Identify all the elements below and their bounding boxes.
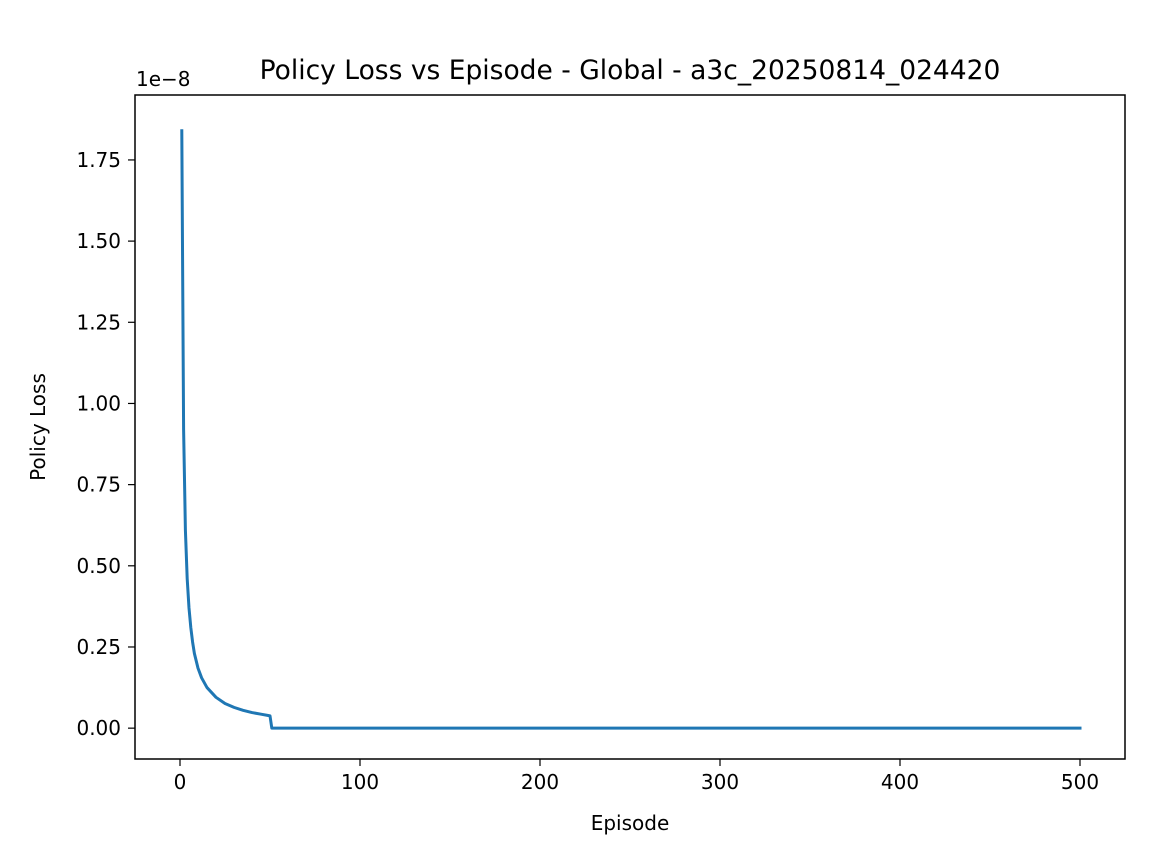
y-axis-label: Policy Loss [26,373,50,481]
x-axis-ticks: 0 100 200 300 400 500 [174,759,1099,794]
x-axis-label: Episode [591,811,670,835]
y-tick-label: 0.50 [76,554,121,578]
y-axis-ticks: 0.00 0.25 0.50 0.75 1.00 1.25 1.50 1.75 [76,148,135,740]
x-tick-label: 200 [521,770,559,794]
chart-title: Policy Loss vs Episode - Global - a3c_20… [260,55,1001,86]
x-tick-label: 100 [341,770,379,794]
series-line [180,129,1082,730]
y-tick-label: 0.25 [76,635,121,659]
y-tick-label: 1.00 [76,391,121,415]
x-tick-label: 400 [881,770,919,794]
y-tick-label: 1.25 [76,310,121,334]
x-tick-label: 300 [701,770,739,794]
y-tick-label: 1.75 [76,148,121,172]
y-tick-label: 0.75 [76,473,121,497]
x-tick-label: 0 [174,770,187,794]
series-layer [180,129,1082,730]
y-tick-label: 0.00 [76,716,121,740]
y-offset-label: 1e−8 [136,67,191,91]
plot-area-frame [134,94,1126,760]
x-tick-label: 500 [1061,770,1099,794]
y-tick-label: 1.50 [76,229,121,253]
